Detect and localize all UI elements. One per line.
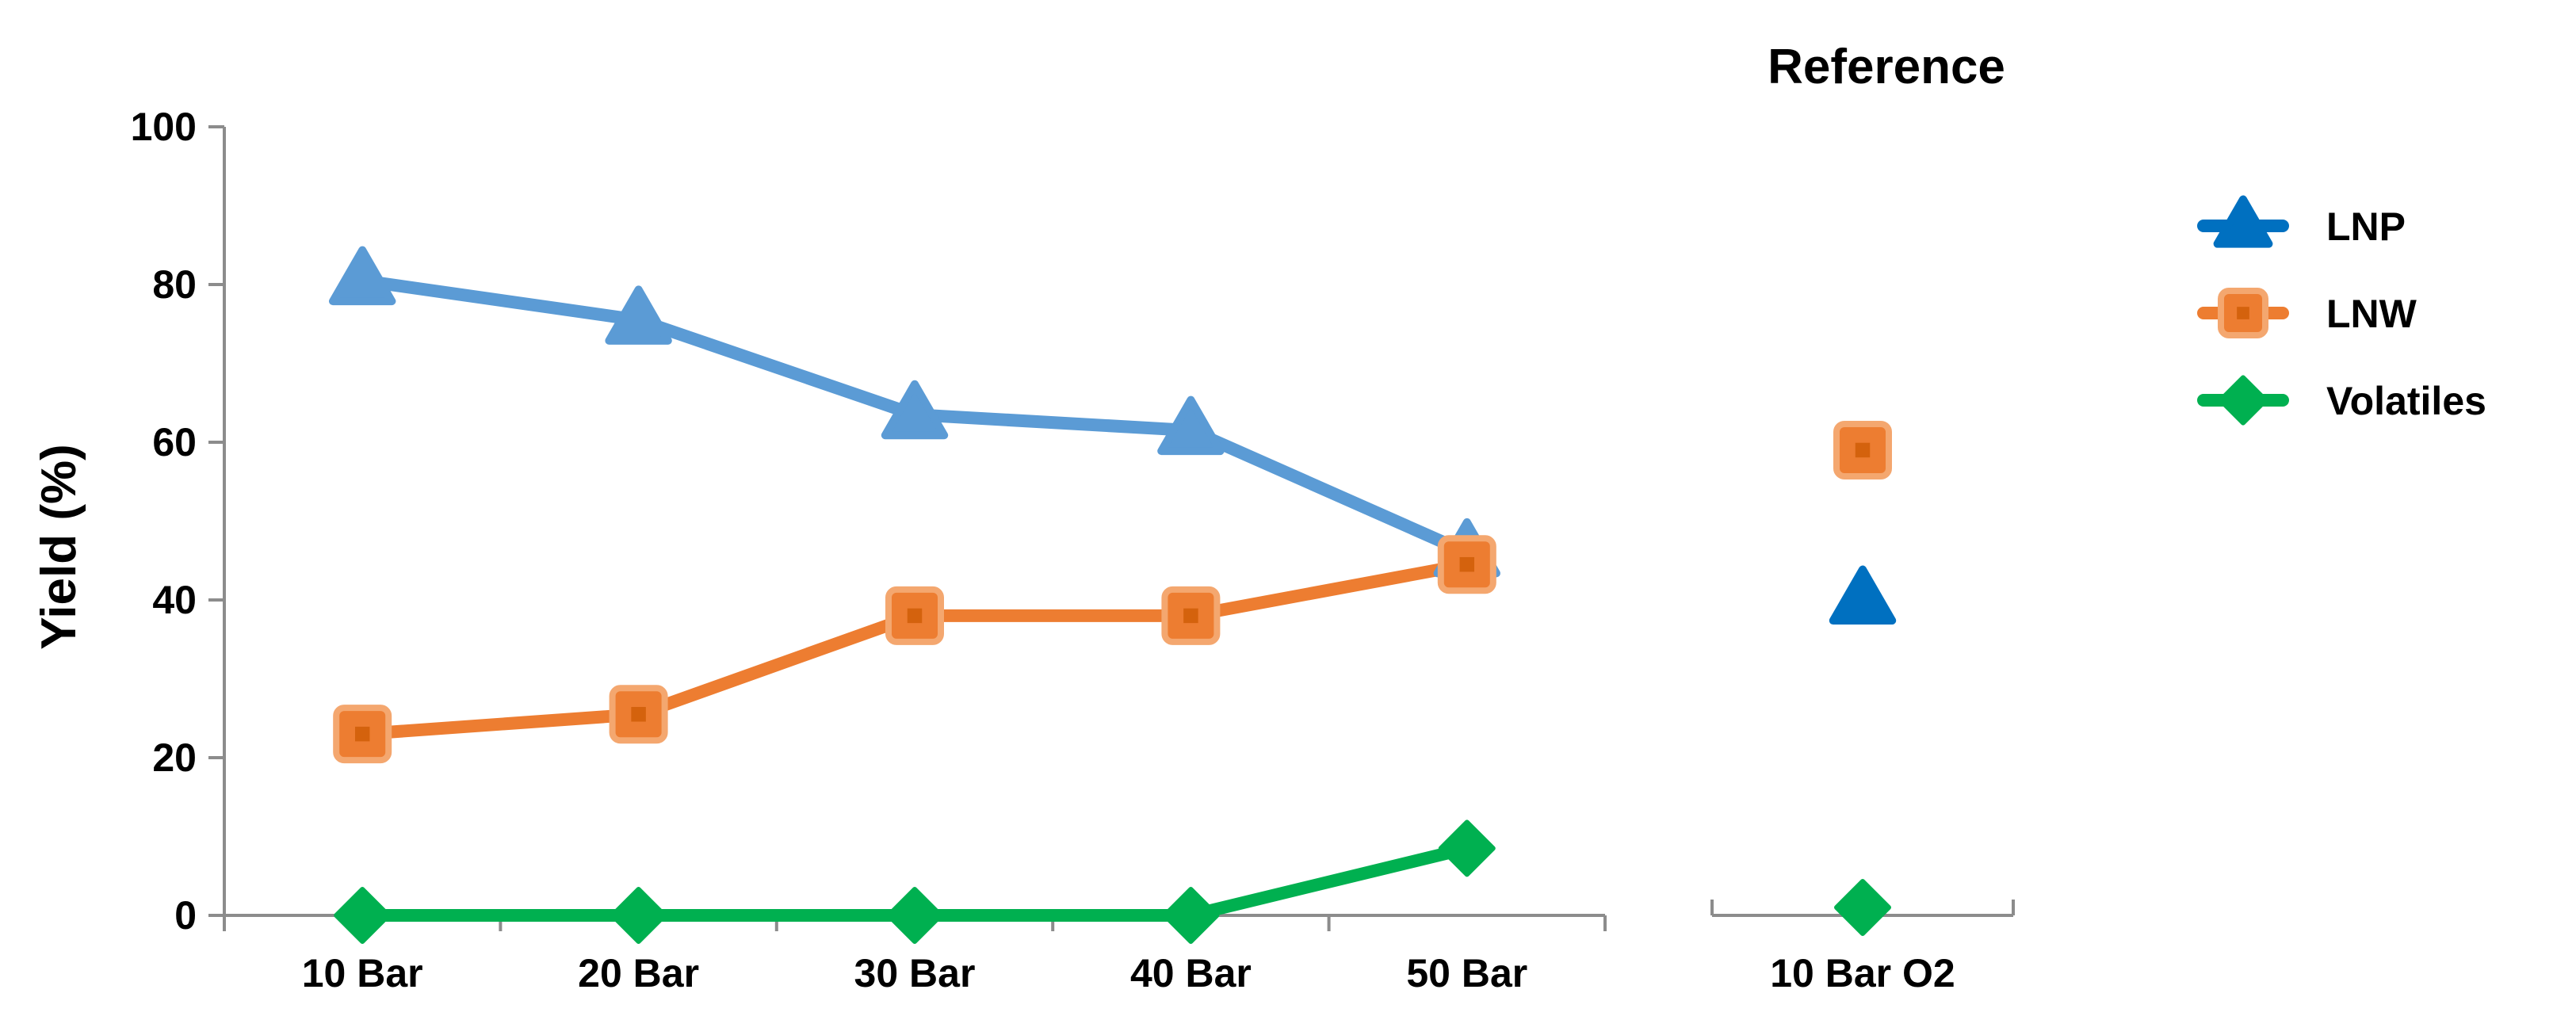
point-lnw-30-bar-center: [907, 608, 923, 624]
legend-label-volatiles: Volatiles: [2326, 379, 2486, 423]
reference-x-tick-label: 10 Bar O2: [1770, 951, 1955, 995]
y-tick-label-60: 60: [152, 420, 197, 464]
legend: LNP LNW Volatiles: [2197, 195, 2486, 426]
x-tick-label-30-bar: 30 Bar: [854, 951, 976, 995]
point-volatiles-40-bar: [1162, 887, 1220, 944]
y-tick-label-20: 20: [152, 735, 197, 780]
point-lnw-40-bar-center: [1183, 608, 1198, 624]
point-lnw-10-bar-center: [354, 726, 370, 742]
chart-axes: [208, 125, 2015, 931]
legend-marker-volatiles: [2218, 375, 2268, 426]
y-tick-label-80: 80: [152, 262, 197, 307]
x-tick-label-10-bar: 10 Bar: [302, 951, 423, 995]
point-volatiles-20-bar: [610, 887, 667, 944]
point-lnp-40-bar: [1157, 395, 1225, 456]
point-lnw-50-bar-center: [1459, 556, 1475, 572]
point-lnw-20-bar-center: [631, 707, 646, 722]
legend-marker-lnp: [2213, 195, 2273, 248]
reference-point-lnw-center: [1855, 442, 1871, 458]
tick-labels: 0 20 40 60 80 100 10 Bar 20 Bar 30 Bar 40 Bar 50 B…: [131, 105, 1955, 995]
point-lnp-20-bar: [605, 285, 672, 345]
reference-point-volatiles: [1834, 879, 1891, 937]
point-lnp-30-bar: [881, 380, 949, 440]
x-tick-label-40-bar: 40 Bar: [1130, 951, 1252, 995]
legend-label-lnw: LNW: [2326, 292, 2417, 336]
point-lnp-10-bar: [329, 246, 396, 306]
y-tick-label-100: 100: [131, 105, 197, 149]
x-tick-label-50-bar: 50 Bar: [1406, 951, 1527, 995]
point-volatiles-50-bar: [1438, 819, 1496, 877]
y-tick-label-0: 0: [174, 893, 197, 938]
point-volatiles-30-bar: [886, 887, 943, 944]
legend-marker-lnw-center: [2237, 307, 2249, 319]
y-tick-label-40: 40: [152, 578, 197, 622]
legend-label-lnp: LNP: [2326, 204, 2406, 249]
x-tick-label-20-bar: 20 Bar: [578, 951, 699, 995]
y-axis-title: Yield (%): [32, 444, 86, 650]
reference-point-lnp: [1829, 565, 1897, 625]
point-volatiles-10-bar: [334, 887, 392, 944]
series-markers: [329, 246, 1897, 944]
reference-title: Reference: [1768, 40, 2005, 94]
